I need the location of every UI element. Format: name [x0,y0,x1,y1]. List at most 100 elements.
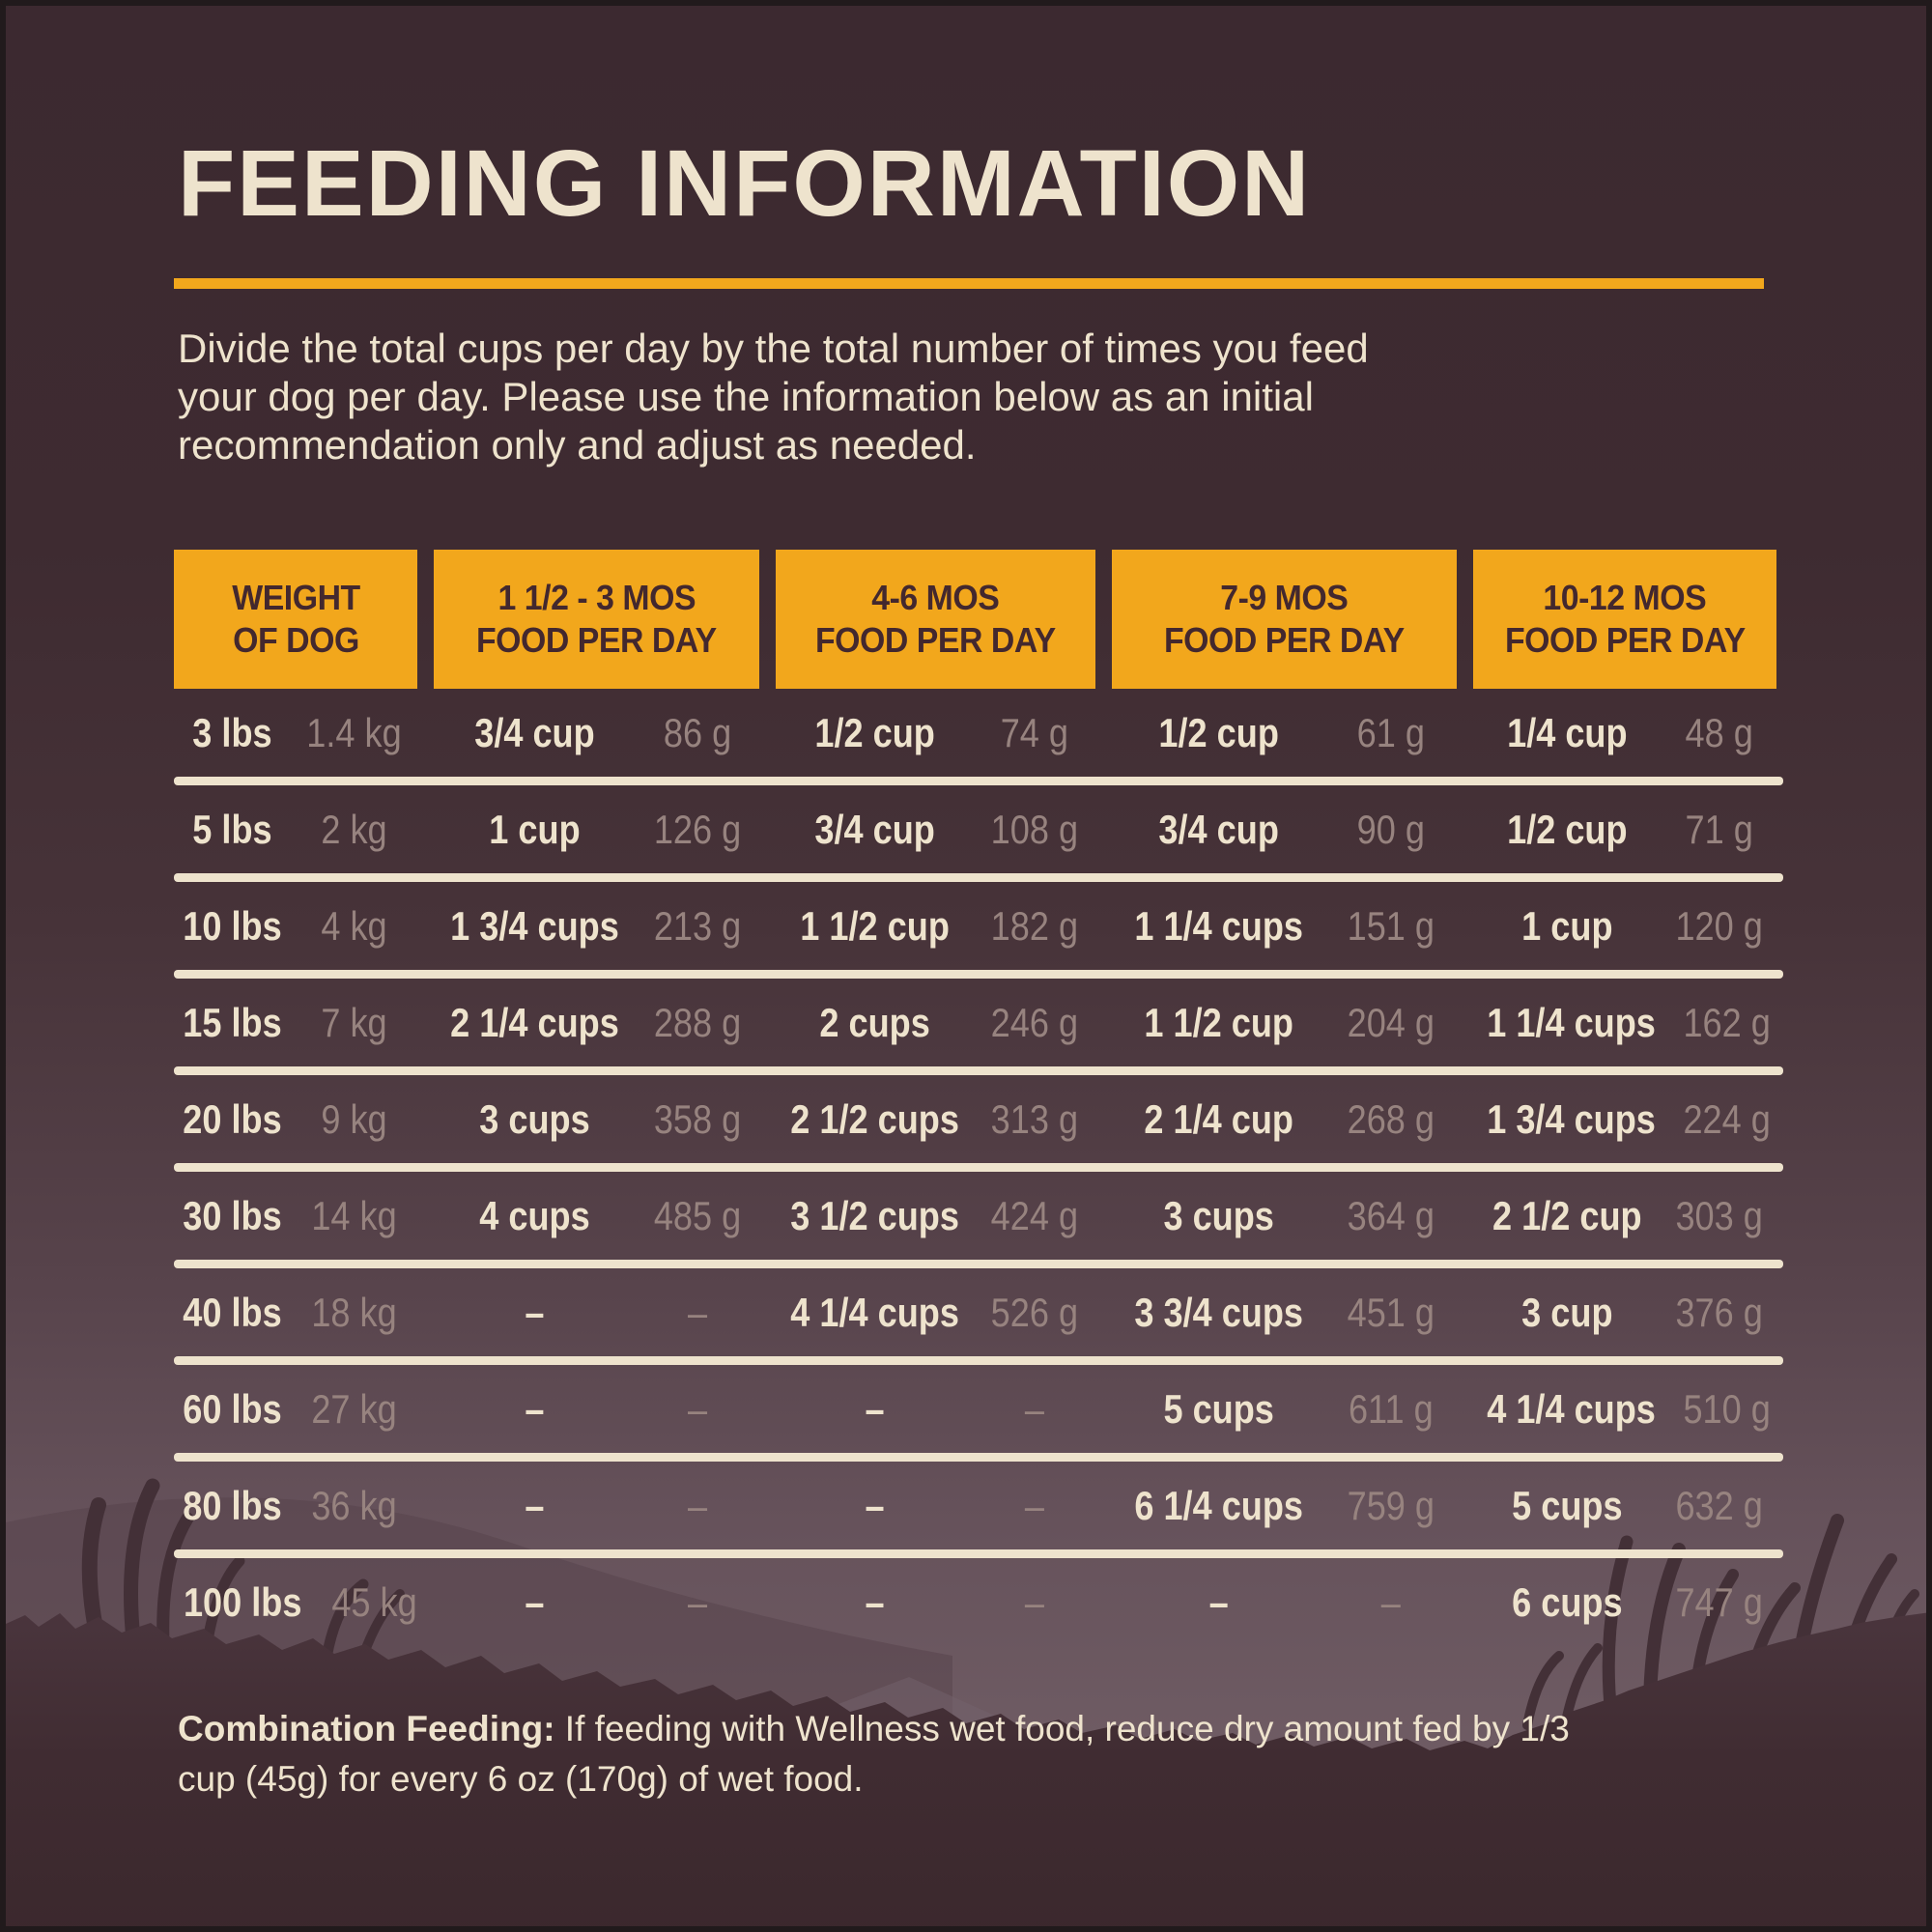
lbs-value: 15 lbs [183,999,282,1045]
grams-value: 268 g [1347,1095,1435,1142]
cups-value: 1 1/2 cup [1144,999,1293,1045]
grams-value: 126 g [653,806,742,852]
cups-value: 5 cups [1163,1385,1274,1432]
row-divider [174,873,1783,882]
kg-value: 9 kg [321,1095,387,1142]
cups-value: – [865,1482,885,1528]
lbs-value: 3 lbs [192,709,272,755]
value-cell: – – [434,1483,759,1529]
value-cell: 1/2 cup 74 g [776,710,1095,756]
value-cell: – – [776,1386,1095,1433]
grams-value: 90 g [1357,806,1426,852]
row-divider [174,777,1783,785]
grams-value: 313 g [990,1095,1079,1142]
cups-value: 2 cups [819,999,930,1045]
cups-value: 5 cups [1512,1482,1623,1528]
grams-value: 162 g [1683,999,1771,1045]
value-cell: 1/4 cup 48 g [1473,710,1776,756]
weight-cell: 5 lbs 2 kg [174,807,417,853]
header-cell: 1 1/2 - 3 MOS FOOD PER DAY [434,550,759,689]
value-cell: 2 1/4 cups 288 g [434,1000,759,1046]
value-cell: 4 cups 485 g [434,1193,759,1239]
footnote-line-1: If feeding with Wellness wet food, reduc… [554,1709,1570,1748]
cups-value: 1 3/4 cups [1487,1095,1656,1142]
table-row: 30 lbs 14 kg 4 cups 485 g 3 1/2 cups 424 g 3 c… [174,1172,1783,1260]
grams-value: 182 g [990,902,1079,949]
lbs-value: 10 lbs [183,902,282,949]
cups-value: 1 cup [489,806,581,852]
kg-value: 36 kg [311,1482,397,1528]
value-cell: 4 1/4 cups 526 g [776,1290,1095,1336]
grams-value: 151 g [1347,902,1435,949]
value-cell: 3/4 cup 108 g [776,807,1095,853]
value-cell: 3 cup 376 g [1473,1290,1776,1336]
grams-value: 451 g [1347,1289,1435,1335]
value-cell: 1 cup 120 g [1473,903,1776,950]
grams-value: 204 g [1347,999,1435,1045]
grams-value: – [1025,1578,1045,1625]
table-body: 3 lbs 1.4 kg 3/4 cup 86 g 1/2 cup 74 g 1/2 cup… [174,689,1783,1646]
value-cell: 6 1/4 cups 759 g [1112,1483,1457,1529]
grams-value: – [1025,1385,1045,1432]
row-divider [174,1066,1783,1075]
kg-value: 18 kg [311,1289,397,1335]
header-cell: 7-9 MOS FOOD PER DAY [1112,550,1457,689]
cups-value: – [525,1578,545,1625]
row-divider [174,1163,1783,1172]
grams-value: 358 g [653,1095,742,1142]
cups-value: 1/4 cup [1507,709,1628,755]
grams-value: – [1381,1578,1402,1625]
value-cell: 1/2 cup 61 g [1112,710,1457,756]
grams-value: 526 g [990,1289,1079,1335]
kg-value: 7 kg [321,999,387,1045]
weight-cell: 10 lbs 4 kg [174,903,417,950]
cups-value: 3 cup [1521,1289,1613,1335]
cups-value: – [865,1385,885,1432]
weight-cell: 80 lbs 36 kg [174,1483,417,1529]
header-line-2: FOOD PER DAY [815,620,1056,660]
value-cell: 2 1/4 cup 268 g [1112,1096,1457,1143]
value-cell: 1 1/2 cup 204 g [1112,1000,1457,1046]
table-row: 100 lbs 45 kg – – – – – –6 cups 747 g [174,1558,1783,1646]
table-header: WEIGHT OF DOG 1 1/2 - 3 MOS FOOD PER DAY 4-6… [174,550,1783,689]
cups-value: – [525,1289,545,1335]
feeding-table: WEIGHT OF DOG 1 1/2 - 3 MOS FOOD PER DAY 4-6… [174,550,1783,1646]
footnote-line-2: cup (45g) for every 6 oz (170g) of wet f… [178,1759,864,1799]
grams-value: 120 g [1675,902,1763,949]
header-line-2: FOOD PER DAY [1504,620,1746,660]
value-cell: – – [434,1386,759,1433]
cups-value: 4 1/4 cups [790,1289,959,1335]
grams-value: 213 g [653,902,742,949]
cups-value: 1/2 cup [814,709,935,755]
value-cell: – – [776,1579,1095,1626]
cups-value: 3 cups [479,1095,590,1142]
weight-cell: 100 lbs 45 kg [174,1579,417,1626]
cups-value: 6 1/4 cups [1134,1482,1304,1528]
value-cell: 3 cups 358 g [434,1096,759,1143]
weight-cell: 40 lbs 18 kg [174,1290,417,1336]
value-cell: 3 1/2 cups 424 g [776,1193,1095,1239]
cups-value: – [1208,1578,1229,1625]
intro-line-2: your dog per day. Please use the informa… [178,374,1314,419]
grams-value: 108 g [990,806,1079,852]
grams-value: 246 g [990,999,1079,1045]
row-divider [174,970,1783,979]
grams-value: 485 g [653,1192,742,1238]
grams-value: 74 g [1000,709,1069,755]
value-cell: 1 3/4 cups 213 g [434,903,759,950]
cups-value: 1 3/4 cups [450,902,619,949]
grams-value: 288 g [653,999,742,1045]
lbs-value: 80 lbs [183,1482,282,1528]
header-line-1: 1 1/2 - 3 MOS [497,578,696,617]
grams-value: 303 g [1675,1192,1763,1238]
header-line-1: 10-12 MOS [1543,578,1707,617]
header-line-1: 7-9 MOS [1220,578,1349,617]
cups-value: 3/4 cup [474,709,595,755]
value-cell: – – [434,1579,759,1626]
value-cell: 1 1/4 cups 151 g [1112,903,1457,950]
weight-cell: 30 lbs 14 kg [174,1193,417,1239]
grams-value: – [687,1482,708,1528]
